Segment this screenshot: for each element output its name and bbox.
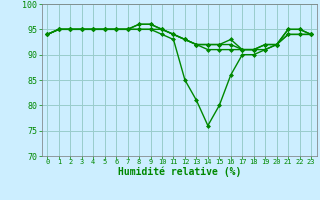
X-axis label: Humidité relative (%): Humidité relative (%) bbox=[117, 166, 241, 177]
